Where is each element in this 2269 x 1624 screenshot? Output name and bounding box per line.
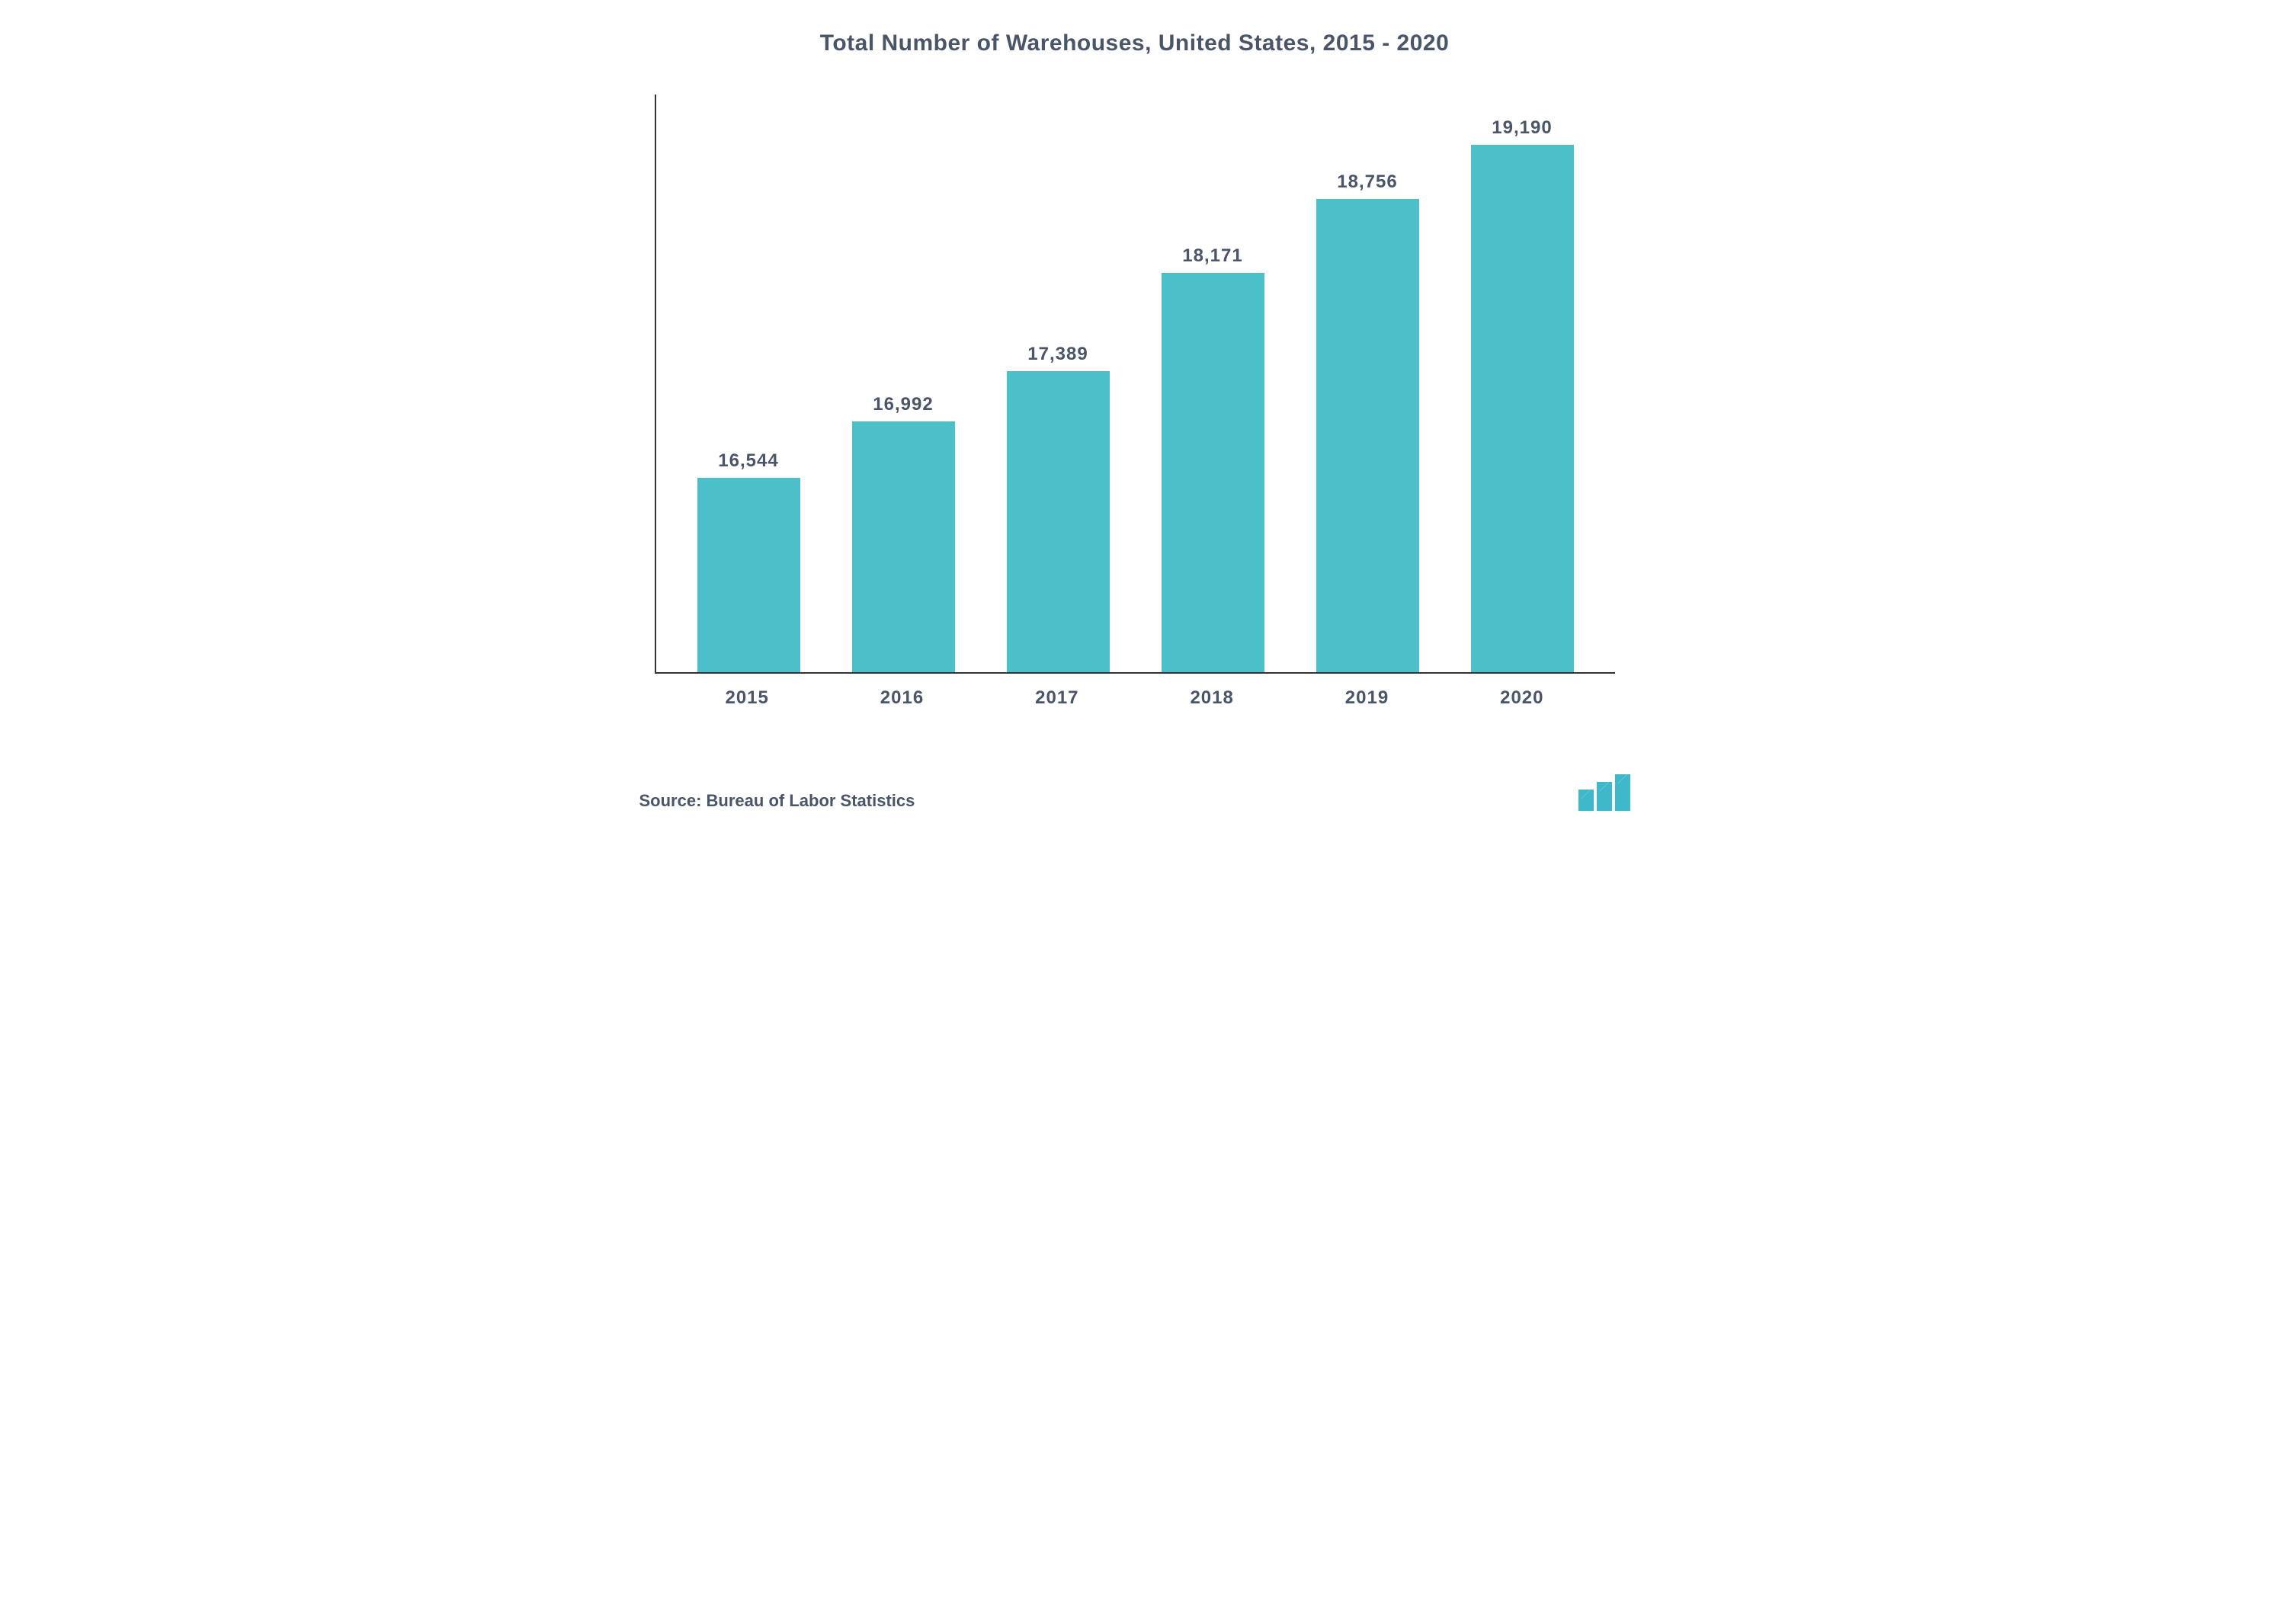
bar [1007, 371, 1110, 672]
bar-group: 18,756 [1290, 94, 1445, 672]
bar-value-label: 18,171 [1182, 245, 1242, 267]
bar [1162, 273, 1264, 672]
bar-value-label: 16,992 [873, 394, 933, 415]
x-axis-label: 2016 [825, 687, 979, 709]
x-axis-label: 2017 [979, 687, 1134, 709]
chart-title: Total Number of Warehouses, United State… [639, 30, 1630, 56]
bar-group: 16,992 [826, 94, 981, 672]
logo-bar-icon [1615, 774, 1630, 811]
chart-container: Total Number of Warehouses, United State… [639, 30, 1630, 811]
x-axis-label: 2019 [1290, 687, 1444, 709]
bar [1316, 199, 1419, 672]
x-axis-label: 2020 [1444, 687, 1599, 709]
source-prefix: Source: [639, 791, 702, 810]
logo-bar-icon [1597, 782, 1612, 811]
bar-group: 16,544 [671, 94, 826, 672]
bars-row: 16,544 16,992 17,389 18,171 18,756 19,190 [656, 94, 1615, 672]
bar-group: 18,171 [1136, 94, 1290, 672]
logo-bar-icon [1578, 790, 1594, 811]
source-text: Bureau of Labor Statistics [707, 791, 915, 810]
x-axis-label: 2015 [670, 687, 825, 709]
bar-group: 19,190 [1445, 94, 1600, 672]
bar [852, 421, 955, 672]
bar [1471, 145, 1574, 672]
x-axis-labels: 201520162017201820192020 [655, 687, 1615, 709]
source-citation: Source: Bureau of Labor Statistics [639, 791, 915, 811]
x-axis-label: 2018 [1134, 687, 1289, 709]
chart-footer: Source: Bureau of Labor Statistics [639, 777, 1630, 811]
bar-value-label: 18,756 [1337, 171, 1397, 193]
bar-value-label: 16,544 [718, 450, 778, 472]
brand-logo [1578, 777, 1630, 811]
plot-area: 16,544 16,992 17,389 18,171 18,756 19,190 [655, 94, 1615, 674]
bar [697, 478, 800, 672]
bar-value-label: 17,389 [1027, 344, 1088, 365]
bar-group: 17,389 [981, 94, 1136, 672]
bar-value-label: 19,190 [1492, 117, 1552, 139]
